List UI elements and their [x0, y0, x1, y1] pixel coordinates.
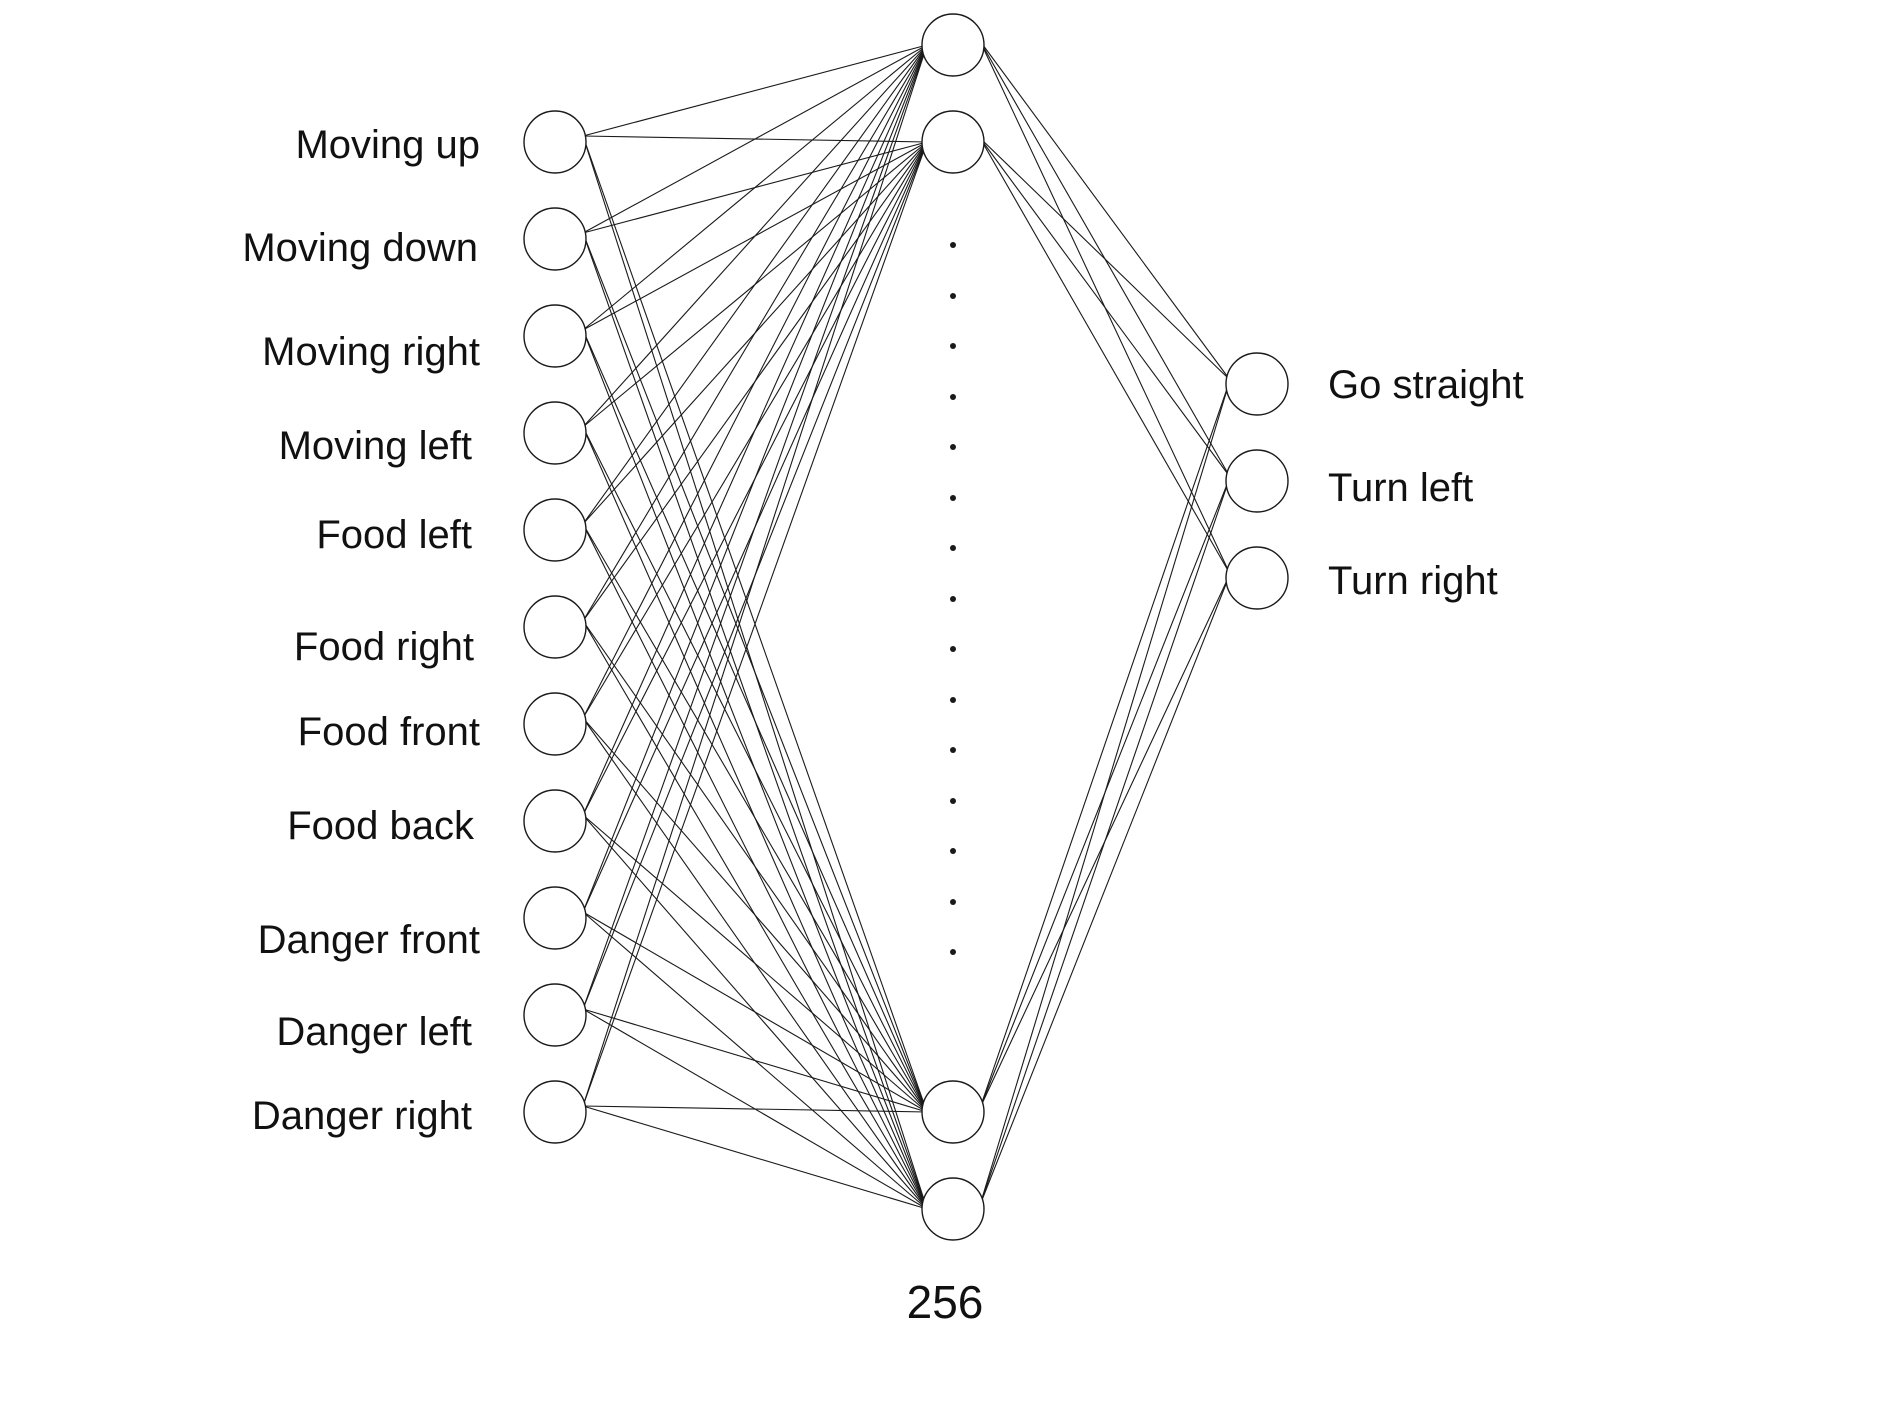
edge-input-7-hidden-2 [582, 814, 928, 1113]
input-node [523, 110, 587, 174]
edge-input-9-hidden-0 [582, 44, 928, 1010]
hidden-node [921, 110, 985, 174]
output-node [1225, 546, 1289, 610]
edge-input-0-hidden-0 [582, 44, 928, 137]
edge-input-4-hidden-0 [582, 44, 928, 525]
edge-hidden-2-output-0 [979, 379, 1231, 1109]
ellipsis-dot [950, 646, 956, 652]
input-node [523, 692, 587, 756]
input-label: Danger left [276, 1010, 472, 1054]
input-label: Food front [298, 710, 480, 754]
input-label: Danger front [258, 918, 480, 962]
ellipsis-dot [950, 596, 956, 602]
hidden-node [921, 1080, 985, 1144]
input-label: Food back [287, 804, 475, 848]
ellipsis-dot [950, 949, 956, 955]
ellipsis-dot [950, 394, 956, 400]
input-label: Danger right [252, 1094, 472, 1138]
ellipsis-dot [950, 495, 956, 501]
input-node [523, 1080, 587, 1144]
edge-input-9-hidden-2 [582, 1008, 928, 1113]
input-label: Food left [316, 513, 472, 557]
ellipsis-dot [950, 747, 956, 753]
edge-hidden-3-output-0 [979, 379, 1231, 1206]
edge-input-5-hidden-2 [582, 620, 928, 1113]
edge-input-3-hidden-0 [582, 44, 928, 428]
edge-input-3-hidden-2 [582, 426, 928, 1113]
edge-input-4-hidden-2 [582, 523, 928, 1113]
network-nodes [523, 13, 1289, 1241]
edge-input-10-hidden-3 [582, 1105, 928, 1210]
hidden-node [921, 1177, 985, 1241]
edge-input-6-hidden-0 [582, 44, 928, 719]
ellipsis-dot [950, 697, 956, 703]
ellipsis-dot [950, 293, 956, 299]
ellipsis-dot [950, 798, 956, 804]
edge-input-2-hidden-0 [582, 44, 928, 331]
edge-input-6-hidden-2 [582, 717, 928, 1113]
ellipsis-dot [950, 444, 956, 450]
edge-input-10-hidden-2 [582, 1105, 928, 1113]
edge-hidden-1-output-2 [979, 137, 1231, 575]
edge-input-2-hidden-2 [582, 329, 928, 1113]
ellipsis-dot [950, 899, 956, 905]
edge-input-7-hidden-0 [582, 44, 928, 816]
hidden-layer-count-label: 256 [907, 1276, 984, 1328]
output-node [1225, 449, 1289, 513]
input-label: Moving left [279, 424, 472, 468]
node-labels: Moving up Moving down Moving right Moving l… [242, 123, 1523, 1138]
edge-input-8-hidden-0 [582, 44, 928, 913]
edge-input-5-hidden-0 [582, 44, 928, 622]
input-node [523, 498, 587, 562]
ellipsis-dot [950, 242, 956, 248]
edge-hidden-0-output-0 [979, 40, 1231, 381]
edge-hidden-3-output-2 [979, 573, 1231, 1206]
edge-input-8-hidden-2 [582, 911, 928, 1113]
input-label: Food right [294, 625, 474, 669]
ellipsis-dot [950, 343, 956, 349]
input-node [523, 886, 587, 950]
input-node [523, 304, 587, 368]
input-node [523, 983, 587, 1047]
edge-hidden-1-output-1 [979, 137, 1231, 478]
input-label: Moving up [295, 123, 480, 167]
hidden-ellipsis-dots [950, 242, 956, 955]
hidden-node [921, 13, 985, 77]
output-label: Go straight [1328, 363, 1524, 407]
ellipsis-dot [950, 545, 956, 551]
edge-hidden-3-output-1 [979, 476, 1231, 1206]
edge-input-1-hidden-0 [582, 44, 928, 234]
input-node [523, 401, 587, 465]
input-node [523, 595, 587, 659]
output-label: Turn right [1328, 559, 1498, 603]
output-label: Turn left [1328, 466, 1473, 510]
connection-edges [582, 40, 1231, 1210]
output-node [1225, 352, 1289, 416]
input-label: Moving down [242, 226, 478, 270]
ellipsis-dot [950, 848, 956, 854]
edge-input-10-hidden-1 [582, 141, 928, 1107]
input-label: Moving right [262, 330, 480, 374]
input-node [523, 207, 587, 271]
edge-input-1-hidden-2 [582, 232, 928, 1113]
edge-input-10-hidden-0 [582, 44, 928, 1107]
edge-hidden-1-output-0 [979, 137, 1231, 381]
input-node [523, 789, 587, 853]
